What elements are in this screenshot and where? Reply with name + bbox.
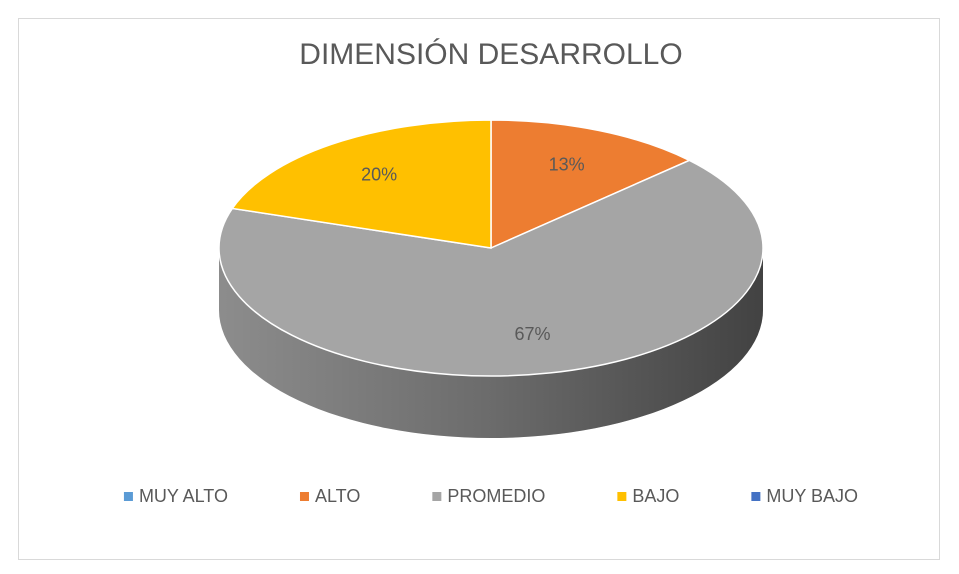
legend-label: ALTO (315, 486, 360, 506)
pie-slice (490, 119, 692, 250)
legend-label: MUY BAJO (766, 486, 858, 506)
legend-swatch (617, 492, 627, 501)
legend-swatch (751, 492, 761, 501)
pie-slice (218, 159, 764, 377)
chart-title: DIMENSIÓN DESARROLLO (299, 38, 682, 71)
legend-swatch (299, 492, 309, 501)
legend-label: BAJO (632, 486, 679, 506)
data-label: 13% (549, 155, 585, 175)
legend-label: PROMEDIO (447, 486, 545, 506)
legend-label: MUY ALTO (139, 486, 228, 506)
data-label: 67% (515, 324, 551, 344)
data-label: 20% (361, 164, 397, 184)
legend-swatch (123, 492, 133, 501)
pie-slice (231, 119, 492, 249)
legend-swatch (432, 492, 442, 501)
pie-side-shade (219, 248, 763, 438)
